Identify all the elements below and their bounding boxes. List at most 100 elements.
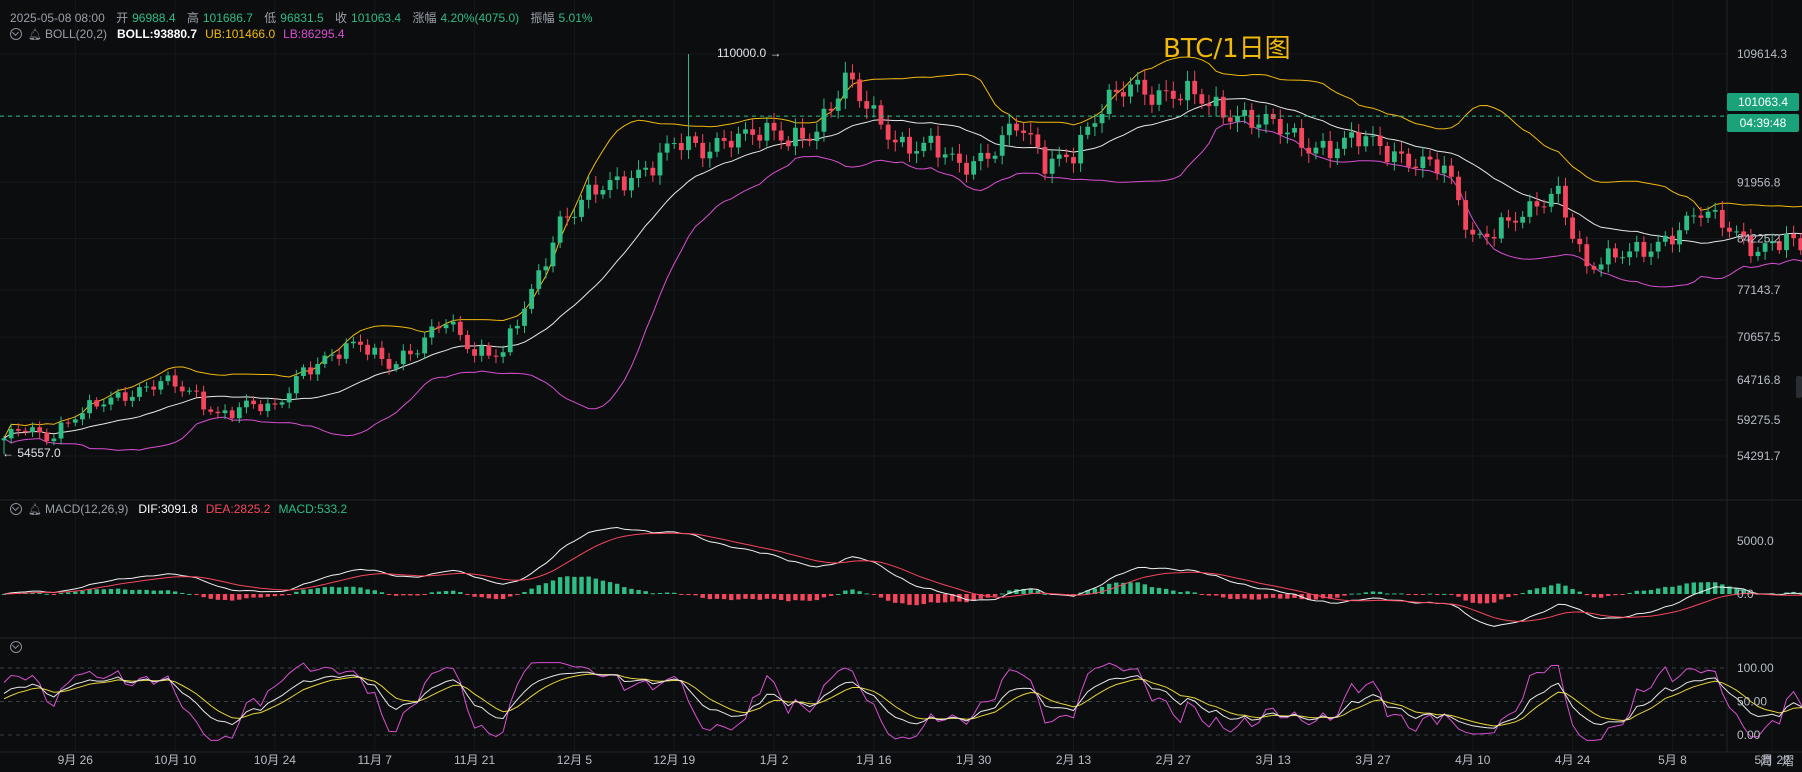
candle-body xyxy=(529,288,535,309)
macd-bar xyxy=(600,580,606,594)
candle xyxy=(172,368,178,393)
candle-body xyxy=(215,411,221,414)
candle xyxy=(700,134,706,168)
macd-bar xyxy=(1099,586,1105,594)
macd-bar xyxy=(1085,590,1090,594)
candle-body xyxy=(1798,238,1802,251)
bell-icon[interactable]: 🔔︎ xyxy=(28,28,42,41)
candle xyxy=(350,336,356,349)
macd-bar xyxy=(1092,588,1098,594)
candle xyxy=(1427,149,1433,167)
candle-body xyxy=(1755,251,1761,257)
candle xyxy=(472,342,477,363)
candle xyxy=(621,170,627,196)
macd-bar xyxy=(1035,590,1041,594)
macd-bar xyxy=(1285,594,1290,599)
macd-histogram xyxy=(1,576,1802,606)
macd-bar xyxy=(1199,594,1205,595)
candle xyxy=(301,364,306,380)
macd-bar xyxy=(1163,588,1169,594)
corner-label-simplified[interactable]: 简 xyxy=(1760,754,1773,768)
eye-icon[interactable] xyxy=(10,28,22,40)
macd-bar xyxy=(1698,582,1704,594)
macd-bar xyxy=(593,578,598,594)
candle xyxy=(293,370,299,400)
date-axis-label: 10月 10 xyxy=(154,753,196,767)
datetime: 2025-05-08 08:00 xyxy=(10,11,105,25)
candle-body xyxy=(1363,136,1369,147)
macd-bar xyxy=(386,594,392,595)
date-axis-label: 1月 30 xyxy=(956,753,992,767)
candle-body xyxy=(636,169,641,179)
candle-body xyxy=(1327,140,1333,159)
macd-bar xyxy=(1171,590,1176,594)
macd-bar xyxy=(101,589,107,594)
price-axis-label: 91956.8 xyxy=(1737,175,1781,189)
candle-body xyxy=(750,129,756,135)
candle-body xyxy=(1719,209,1725,228)
candle-body xyxy=(479,345,485,356)
eye-icon[interactable] xyxy=(10,503,22,515)
candle-body xyxy=(522,308,527,326)
macd-bar xyxy=(1406,594,1411,595)
panel-resize-handle[interactable] xyxy=(1796,376,1802,398)
candle xyxy=(1249,103,1255,135)
candle-body xyxy=(443,324,449,329)
corner-label-2[interactable]: 熠 xyxy=(1782,754,1795,768)
macd-bar xyxy=(1798,592,1802,594)
change-value: 4.20%(4075.0) xyxy=(440,11,520,25)
macd-bar xyxy=(1235,594,1240,600)
price-axis-label: 54291.7 xyxy=(1737,449,1781,463)
candle-body xyxy=(144,386,149,388)
macd-bar xyxy=(458,592,463,594)
candle xyxy=(1149,86,1155,113)
macd-bar xyxy=(187,593,192,595)
candle xyxy=(678,133,684,160)
macd-bar xyxy=(707,594,713,600)
bell-icon[interactable]: 🔔︎ xyxy=(28,503,42,516)
macd-bar xyxy=(636,589,641,594)
candle-body xyxy=(1185,80,1190,101)
macd-bar xyxy=(878,594,884,598)
close-value: 101063.4 xyxy=(351,11,402,25)
macd-bar xyxy=(365,589,370,594)
candle xyxy=(279,398,285,408)
candle-body xyxy=(614,176,620,181)
candle xyxy=(22,427,28,436)
candle-body xyxy=(500,352,506,357)
macd-bar xyxy=(764,594,770,599)
macd-bar xyxy=(1598,594,1604,598)
candle-body xyxy=(743,129,748,134)
candle xyxy=(1484,225,1490,245)
candle xyxy=(1727,221,1732,238)
candle-body xyxy=(999,135,1005,156)
macd-bar xyxy=(1577,591,1582,594)
candle xyxy=(393,361,399,372)
macd-bar xyxy=(251,594,256,598)
macd-bar xyxy=(130,590,135,594)
macd-bar xyxy=(614,583,620,594)
candle-body xyxy=(1762,243,1768,252)
candle xyxy=(1612,243,1618,263)
candle xyxy=(935,125,941,168)
candle-body xyxy=(108,397,114,405)
macd-bar xyxy=(408,594,413,596)
candle-body xyxy=(1299,128,1305,148)
candle xyxy=(1192,70,1198,105)
open-value: 96988.4 xyxy=(132,11,176,25)
candle xyxy=(579,195,584,222)
candle xyxy=(757,126,763,149)
candle xyxy=(1363,130,1369,152)
candle-body xyxy=(714,137,720,152)
eye-icon[interactable] xyxy=(10,641,22,653)
boll-upper-band xyxy=(3,56,1802,439)
candle xyxy=(1577,230,1583,253)
candle xyxy=(122,386,128,407)
macd-bar xyxy=(607,582,613,594)
candle xyxy=(1199,88,1205,109)
candle-body xyxy=(1748,235,1754,257)
macd-bar xyxy=(1513,594,1518,596)
amplitude-label: 振幅 xyxy=(530,11,555,25)
candle-body xyxy=(1612,248,1618,258)
